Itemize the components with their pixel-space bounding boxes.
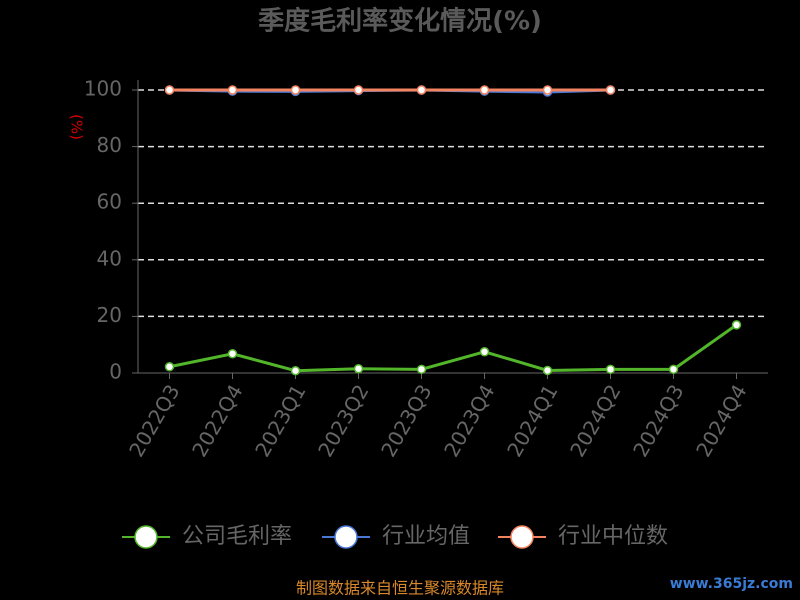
- data-point: [227, 85, 238, 95]
- series-line: [169, 323, 738, 373]
- y-tick-label: 20: [97, 303, 122, 327]
- y-tick-label: 60: [97, 190, 122, 214]
- x-tick-label: 2022Q4: [187, 380, 247, 461]
- data-point: [416, 85, 427, 95]
- x-tick-label: 2023Q1: [250, 380, 310, 461]
- data-point: [479, 347, 490, 357]
- data-point: [542, 85, 553, 95]
- source-note: 制图数据来自恒生聚源数据库: [296, 579, 504, 598]
- y-tick-label: 80: [97, 133, 122, 157]
- data-point: [605, 364, 616, 375]
- legend-label: 行业均值: [382, 524, 470, 549]
- x-tick-label: 2023Q3: [376, 380, 436, 461]
- y-axis-label: (%): [68, 114, 86, 140]
- x-tick-label: 2024Q4: [691, 380, 751, 461]
- x-tick-label: 2023Q4: [439, 380, 499, 461]
- data-point: [668, 364, 679, 375]
- data-point: [353, 364, 364, 374]
- data-point: [542, 365, 553, 376]
- x-tick-label: 2024Q1: [502, 380, 562, 461]
- chart-title: 季度毛利率变化情况(%): [258, 6, 542, 37]
- x-tick-label: 2024Q3: [628, 380, 688, 461]
- x-tick-label: 2024Q2: [565, 380, 625, 461]
- legend-label: 行业中位数: [558, 524, 668, 549]
- legend-label: 公司毛利率: [182, 524, 292, 549]
- data-point: [164, 362, 175, 372]
- data-point: [479, 85, 490, 95]
- x-tick-label: 2023Q2: [313, 380, 373, 461]
- legend-marker: [334, 525, 358, 549]
- data-point: [164, 85, 175, 95]
- legend-marker: [134, 525, 158, 549]
- x-tick-label: 2022Q3: [124, 380, 184, 461]
- legend-marker: [510, 525, 534, 549]
- y-tick-label: 40: [97, 246, 122, 270]
- data-point: [353, 85, 364, 95]
- y-tick-label: 100: [84, 77, 122, 101]
- watermark: www.365jz.com: [670, 576, 793, 592]
- data-point: [731, 320, 742, 330]
- data-point: [416, 364, 427, 375]
- data-point: [290, 365, 301, 376]
- data-point: [290, 85, 301, 95]
- data-point: [227, 349, 238, 359]
- data-point: [605, 85, 616, 95]
- y-tick-label: 0: [109, 360, 122, 384]
